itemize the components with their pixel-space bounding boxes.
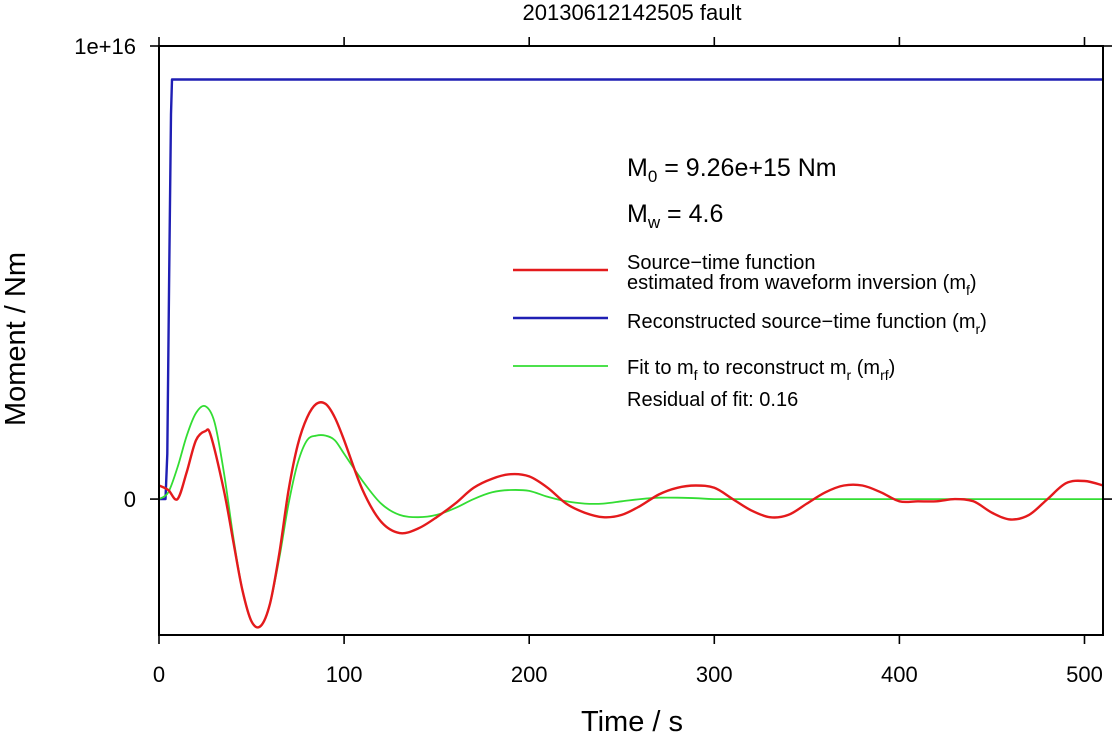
- series-line-blue: [159, 78, 1103, 501]
- text-run: ): [980, 311, 987, 333]
- text-run: Source−time function: [627, 252, 815, 274]
- y-axis-label: Moment / Nm: [0, 252, 32, 426]
- legend-label: Source−time function: [627, 252, 815, 274]
- text-run: (m: [851, 357, 880, 379]
- moment-m0-annotation: M0 = 9.26e+15 Nm: [627, 154, 837, 186]
- subscript: 0: [648, 167, 657, 186]
- text-run: estimated from waveform inversion (m: [627, 272, 966, 294]
- plot-frame: [158, 45, 1104, 636]
- x-tick-label: 200: [511, 662, 548, 687]
- text-run: Fit to m: [627, 357, 694, 379]
- legend-entry-blue: Reconstructed source−time function (mr): [513, 311, 987, 337]
- text-run: Reconstructed source−time function (m: [627, 311, 976, 333]
- legend-label: Reconstructed source−time function (mr): [627, 311, 987, 337]
- text-run: M: [627, 154, 648, 182]
- legend-label: Fit to mf to reconstruct mr (mrf): [627, 357, 895, 383]
- text-run: = 4.6: [660, 200, 723, 228]
- text-run: ): [970, 272, 977, 294]
- residual-annotation: Residual of fit: 0.16: [627, 389, 798, 411]
- subscript: w: [647, 213, 661, 232]
- x-axis-label: Time / s: [581, 706, 683, 735]
- x-tick-label: 0: [153, 662, 165, 687]
- series-line-red: [159, 401, 1103, 629]
- subscript: r: [976, 321, 981, 337]
- x-tick-label: 300: [696, 662, 733, 687]
- text-run: ): [889, 357, 896, 379]
- magnitude-mw-annotation: Mw = 4.6: [627, 200, 723, 232]
- x-tick-label: 400: [881, 662, 918, 687]
- subscript: f: [966, 282, 970, 298]
- text-run: M: [627, 200, 648, 228]
- subscript: f: [694, 367, 698, 383]
- series-line-green: [159, 404, 1103, 629]
- legend-entry-green: Fit to mf to reconstruct mr (mrf): [513, 357, 895, 383]
- subscript: rf: [880, 367, 889, 383]
- text-run: = 9.26e+15 Nm: [657, 154, 836, 182]
- y-tick-label: 0: [124, 487, 136, 512]
- y-tick-label: 1e+16: [74, 34, 136, 59]
- x-tick-label: 100: [326, 662, 363, 687]
- text-run: to reconstruct m: [698, 357, 847, 379]
- chart-title: 20130612142505 fault: [523, 0, 742, 25]
- legend-label: estimated from waveform inversion (mf): [627, 272, 977, 298]
- x-tick-label: 500: [1066, 662, 1103, 687]
- subscript: r: [847, 367, 852, 383]
